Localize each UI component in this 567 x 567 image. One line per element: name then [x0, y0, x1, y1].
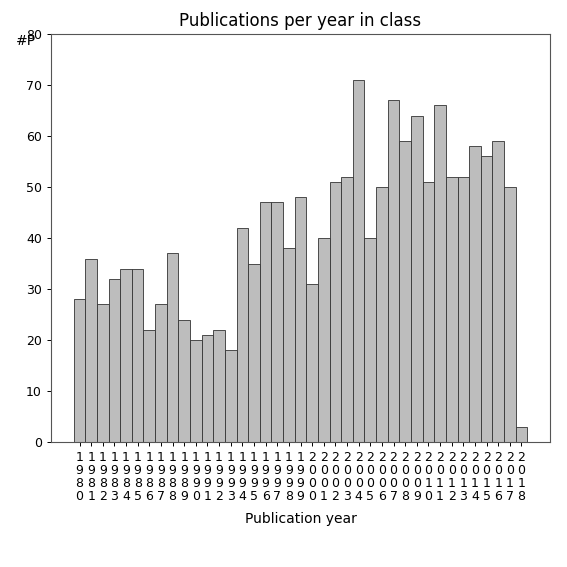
Bar: [225, 350, 236, 442]
Bar: [353, 80, 365, 442]
Bar: [179, 320, 190, 442]
Bar: [132, 269, 143, 442]
Bar: [492, 141, 504, 442]
Bar: [399, 141, 411, 442]
Bar: [283, 248, 295, 442]
Bar: [109, 279, 120, 442]
Bar: [329, 182, 341, 442]
Bar: [515, 427, 527, 442]
Bar: [446, 177, 458, 442]
Bar: [120, 269, 132, 442]
Bar: [341, 177, 353, 442]
Bar: [236, 228, 248, 442]
Bar: [504, 187, 515, 442]
Bar: [190, 340, 202, 442]
Bar: [458, 177, 469, 442]
Bar: [411, 116, 422, 442]
Bar: [213, 330, 225, 442]
Bar: [202, 335, 213, 442]
Bar: [248, 264, 260, 442]
Bar: [318, 238, 329, 442]
Bar: [260, 202, 272, 442]
Y-axis label: #P: #P: [16, 34, 36, 48]
Bar: [388, 100, 399, 442]
Bar: [86, 259, 97, 442]
Bar: [365, 238, 376, 442]
X-axis label: Publication year: Publication year: [244, 511, 357, 526]
Bar: [167, 253, 179, 442]
Bar: [143, 330, 155, 442]
Bar: [97, 304, 109, 442]
Bar: [422, 182, 434, 442]
Bar: [272, 202, 283, 442]
Title: Publications per year in class: Publications per year in class: [179, 12, 422, 29]
Bar: [376, 187, 388, 442]
Bar: [306, 284, 318, 442]
Bar: [295, 197, 306, 442]
Bar: [74, 299, 86, 442]
Bar: [469, 146, 481, 442]
Bar: [434, 105, 446, 442]
Bar: [481, 156, 492, 442]
Bar: [155, 304, 167, 442]
